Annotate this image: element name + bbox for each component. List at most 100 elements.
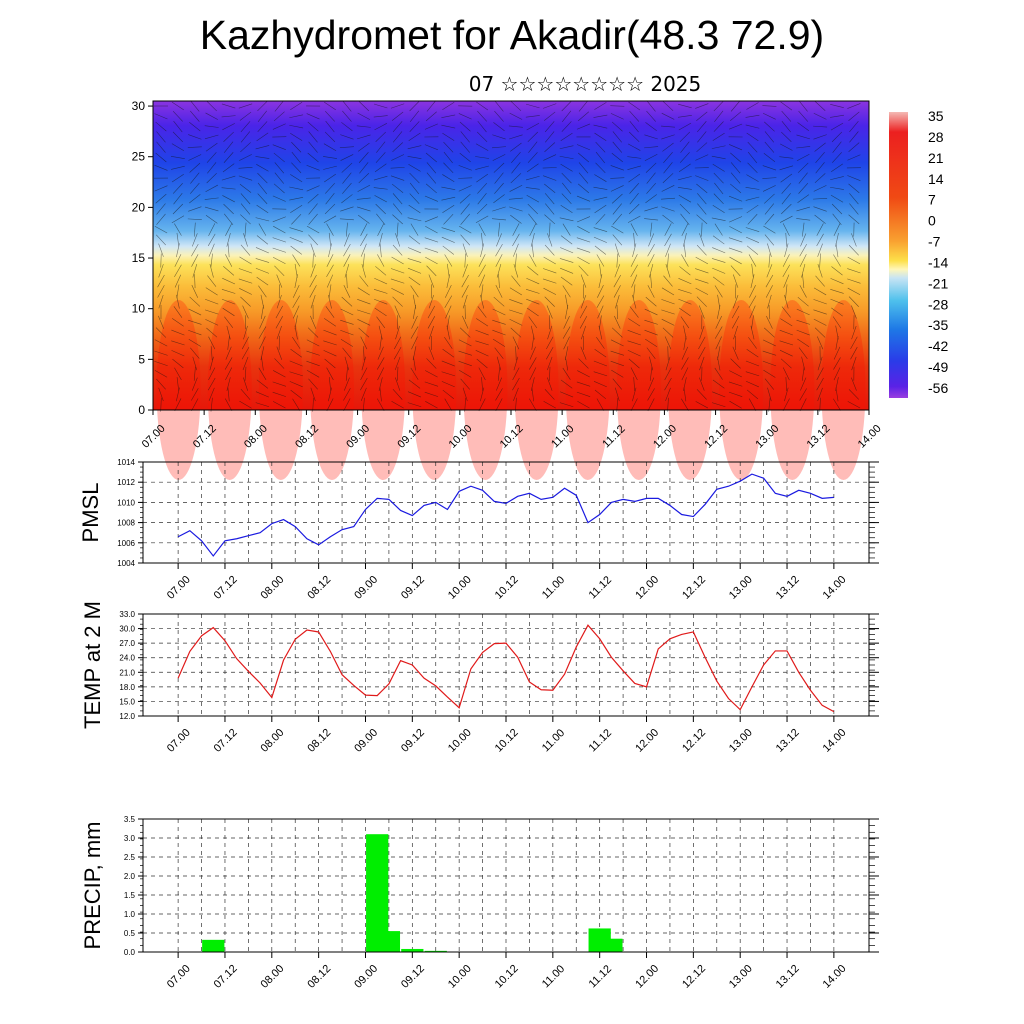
wind-vector: [544, 214, 556, 225]
wind-vector: [696, 244, 707, 256]
wind-vector: [223, 266, 235, 276]
wind-vector: [714, 223, 723, 236]
wind-vector: [577, 152, 590, 163]
wind-vector: [425, 370, 438, 378]
wind-vector: [848, 111, 860, 121]
wind-vector: [424, 216, 439, 223]
wind-vector: [627, 143, 641, 151]
wind-vector: [799, 285, 807, 298]
wind-vector: [390, 278, 405, 284]
colorbar-label: 14: [928, 171, 944, 187]
wind-vector: [847, 256, 861, 265]
wind-vector: [443, 151, 453, 164]
wind-vector: [614, 264, 621, 278]
wind-vector: [612, 141, 623, 153]
wind-vector: [678, 307, 691, 317]
wind-vector: [294, 274, 298, 289]
wind-vector: [173, 306, 183, 318]
wind-vector: [645, 122, 657, 132]
wind-vector: [392, 142, 403, 153]
wind-vector: [701, 222, 703, 237]
wind-vector: [559, 267, 574, 274]
wind-vector: [340, 206, 354, 212]
wind-vector: [221, 298, 236, 305]
wind-vector: [394, 336, 402, 350]
wind-vector: [529, 398, 537, 411]
wind-vector: [462, 315, 469, 329]
wind-vector: [396, 222, 399, 237]
wind-vector: [157, 274, 165, 288]
wind-vector: [256, 132, 269, 142]
wind-vector: [243, 377, 248, 391]
wind-vector: [559, 402, 574, 408]
wind-vector: [747, 162, 758, 173]
wind-vector: [446, 325, 450, 340]
wind-vector: [817, 264, 823, 278]
wind-vector: [664, 233, 672, 247]
wind-vector: [594, 174, 607, 182]
wind-vector: [187, 218, 202, 221]
wind-vector: [796, 319, 810, 325]
wind-vector: [410, 326, 419, 339]
wind-vector: [256, 235, 269, 245]
x-tick-label: 10.12: [493, 727, 521, 755]
wind-vector: [831, 266, 843, 276]
wind-vector: [782, 398, 790, 412]
wind-vector: [272, 216, 286, 223]
wind-vector: [512, 233, 520, 247]
x-tick-label: 09.00: [352, 574, 380, 602]
wind-vector: [409, 100, 420, 112]
wind-vector: [155, 121, 167, 132]
wind-vector: [444, 284, 452, 298]
wind-vector: [459, 193, 471, 204]
wind-vector: [781, 182, 792, 194]
wind-vector: [797, 194, 810, 204]
warm-patch: [668, 300, 712, 480]
wind-vector: [559, 258, 574, 263]
x-tick-label: 07.12: [212, 574, 240, 602]
wind-vector: [683, 233, 687, 247]
wind-vector: [156, 131, 166, 143]
wind-vector: [289, 124, 304, 129]
x-tick-label: 13.12: [774, 963, 802, 991]
wind-vector: [357, 319, 371, 326]
wind-vector: [257, 193, 268, 205]
wind-vector: [630, 223, 638, 236]
wind-vector: [764, 131, 775, 143]
wind-vector: [779, 349, 793, 357]
wind-vector: [324, 131, 336, 143]
wind-vector: [632, 243, 637, 258]
wind-vector: [577, 111, 590, 122]
x-tick-label: 13.12: [774, 727, 802, 755]
wind-vector: [559, 145, 574, 150]
wind-vector: [593, 114, 608, 118]
wind-vector: [154, 164, 168, 171]
wind-vector: [427, 316, 436, 329]
wind-vector: [394, 356, 401, 371]
colorbar: [889, 112, 908, 398]
wind-vector: [154, 370, 168, 378]
wind-vector: [493, 296, 505, 307]
wind-vector: [699, 377, 705, 391]
wind-vector: [462, 294, 468, 309]
wind-vector: [480, 243, 485, 258]
wind-vector: [410, 285, 419, 298]
wind-vector: [650, 274, 652, 289]
wind-vector: [441, 114, 456, 118]
wind-vector: [525, 187, 540, 190]
wind-vector: [357, 142, 370, 152]
wind-vector: [815, 275, 825, 287]
wind-vector: [513, 264, 519, 278]
wind-vector: [661, 206, 675, 212]
wind-vector: [174, 274, 182, 288]
wind-vector: [713, 172, 724, 184]
wind-vector: [730, 100, 741, 112]
wind-vector: [781, 131, 792, 142]
wind-vector: [208, 387, 215, 401]
wind-vector: [458, 350, 472, 356]
wind-vector: [442, 102, 455, 110]
wind-vector: [595, 151, 605, 164]
wind-vector: [509, 287, 523, 296]
wind-vector: [510, 173, 522, 184]
wind-vector: [847, 278, 861, 284]
